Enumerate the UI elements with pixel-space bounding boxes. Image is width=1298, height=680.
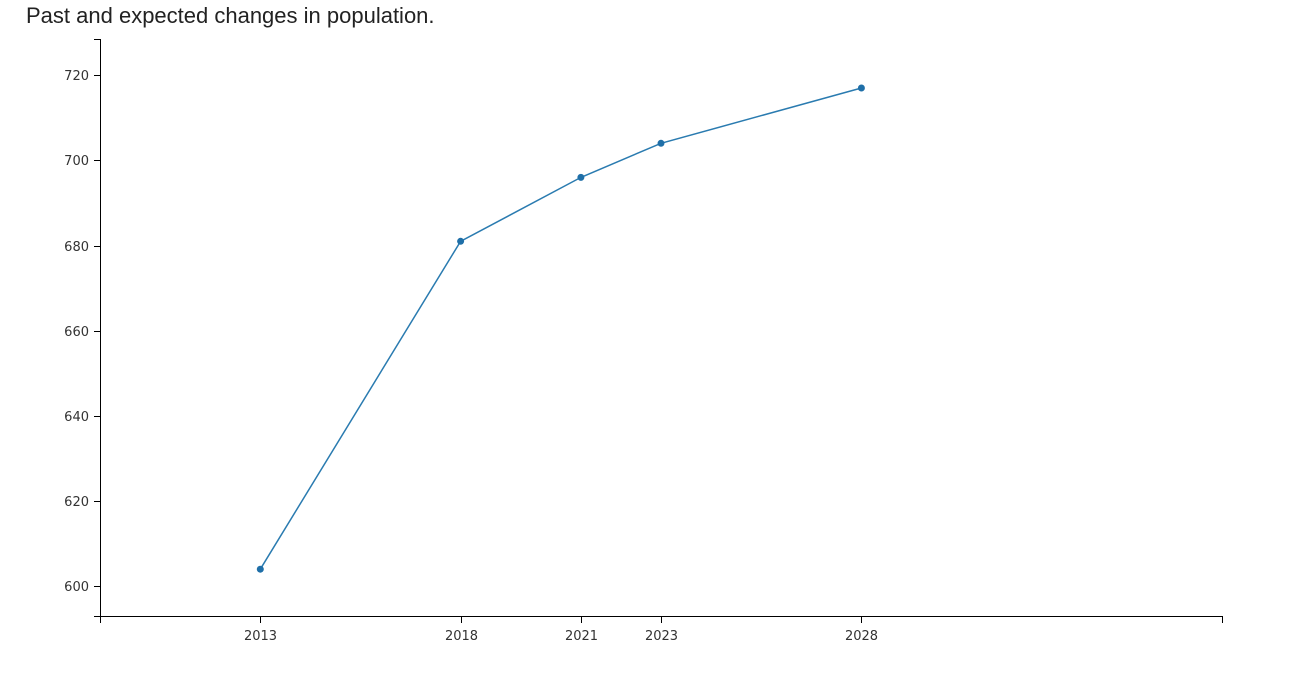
chart-title: Past and expected changes in population. [26,3,435,28]
data-point[interactable] [657,139,665,147]
data-point[interactable] [577,173,585,181]
y-tick-label: 680 [64,240,89,255]
y-axis-line [94,39,101,617]
x-tick-label: 2021 [565,629,598,644]
y-tick-label: 720 [64,69,89,84]
data-point[interactable] [457,237,465,245]
y-axis: 600 620 640 660 680 700 720 [64,39,101,617]
y-tick-label: 600 [64,580,89,595]
x-tick-label: 2013 [244,629,277,644]
x-tick-label: 2023 [645,629,678,644]
data-point[interactable] [857,84,865,92]
y-tick-label: 700 [64,154,89,169]
data-point[interactable] [256,565,264,573]
x-tick-label: 2018 [445,629,478,644]
series-layer [256,84,865,573]
x-tick-label: 2028 [845,629,878,644]
y-tick-label: 620 [64,495,89,510]
y-tick-label: 640 [64,410,89,425]
series-line [259,87,862,570]
y-tick-label: 660 [64,325,89,340]
x-axis: 2013 2018 2021 2023 2028 [100,616,1223,644]
